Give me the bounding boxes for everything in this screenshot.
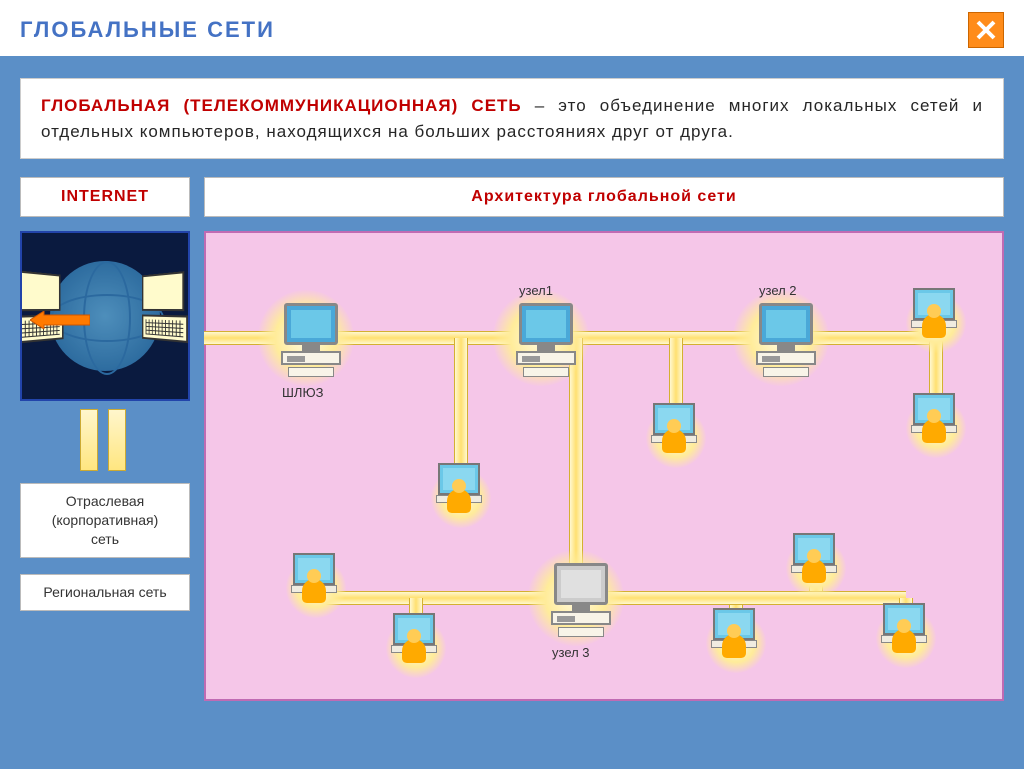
corp-l2: (корпоративная) xyxy=(52,512,159,528)
user-terminal xyxy=(646,403,702,453)
node-label: узел 3 xyxy=(552,645,590,660)
node-label: узел1 xyxy=(519,283,553,298)
left-column: Отраслевая (корпоративная) сеть Регионал… xyxy=(20,231,190,701)
definition-box: ГЛОБАЛЬНАЯ (ТЕЛЕКОММУНИКАЦИОННАЯ) СЕТЬ –… xyxy=(20,78,1004,159)
corp-l1: Отраслевая xyxy=(66,493,144,509)
user-terminal xyxy=(786,533,842,583)
user-terminal xyxy=(906,288,962,338)
user-terminal xyxy=(906,393,962,443)
internet-illustration xyxy=(20,231,190,401)
connector-bars xyxy=(20,417,190,467)
mini-computer-right xyxy=(142,270,190,346)
corporate-network-box: Отраслевая (корпоративная) сеть xyxy=(20,483,190,558)
network-node xyxy=(511,303,581,377)
user-terminal xyxy=(286,553,342,603)
mini-computer-left xyxy=(20,270,68,346)
user-terminal xyxy=(876,603,932,653)
regional-network-box: Региональная сеть xyxy=(20,574,190,611)
node-label: ШЛЮЗ xyxy=(282,385,323,400)
close-icon xyxy=(974,18,998,42)
page-title: ГЛОБАЛЬНЫЕ СЕТИ xyxy=(20,17,275,43)
gateway-node xyxy=(276,303,346,377)
arrow-icon xyxy=(30,311,90,329)
user-terminal xyxy=(431,463,487,513)
node-label: узел 2 xyxy=(759,283,797,298)
user-terminal xyxy=(386,613,442,663)
close-button[interactable] xyxy=(968,12,1004,48)
architecture-diagram: ШЛЮЗ узел1 узел 2 узел 3 xyxy=(204,231,1004,701)
cable xyxy=(576,591,906,605)
corp-l3: сеть xyxy=(91,531,119,547)
network-node xyxy=(751,303,821,377)
main-panel: ГЛОБАЛЬНАЯ (ТЕЛЕКОММУНИКАЦИОННАЯ) СЕТЬ –… xyxy=(0,58,1024,769)
label-architecture: Архитектура глобальной сети xyxy=(204,177,1004,217)
user-terminal xyxy=(706,608,762,658)
definition-term: ГЛОБАЛЬНАЯ (ТЕЛЕКОММУНИКАЦИОННАЯ) СЕТЬ xyxy=(41,96,522,115)
label-internet: INTERNET xyxy=(20,177,190,217)
network-node xyxy=(546,563,616,637)
